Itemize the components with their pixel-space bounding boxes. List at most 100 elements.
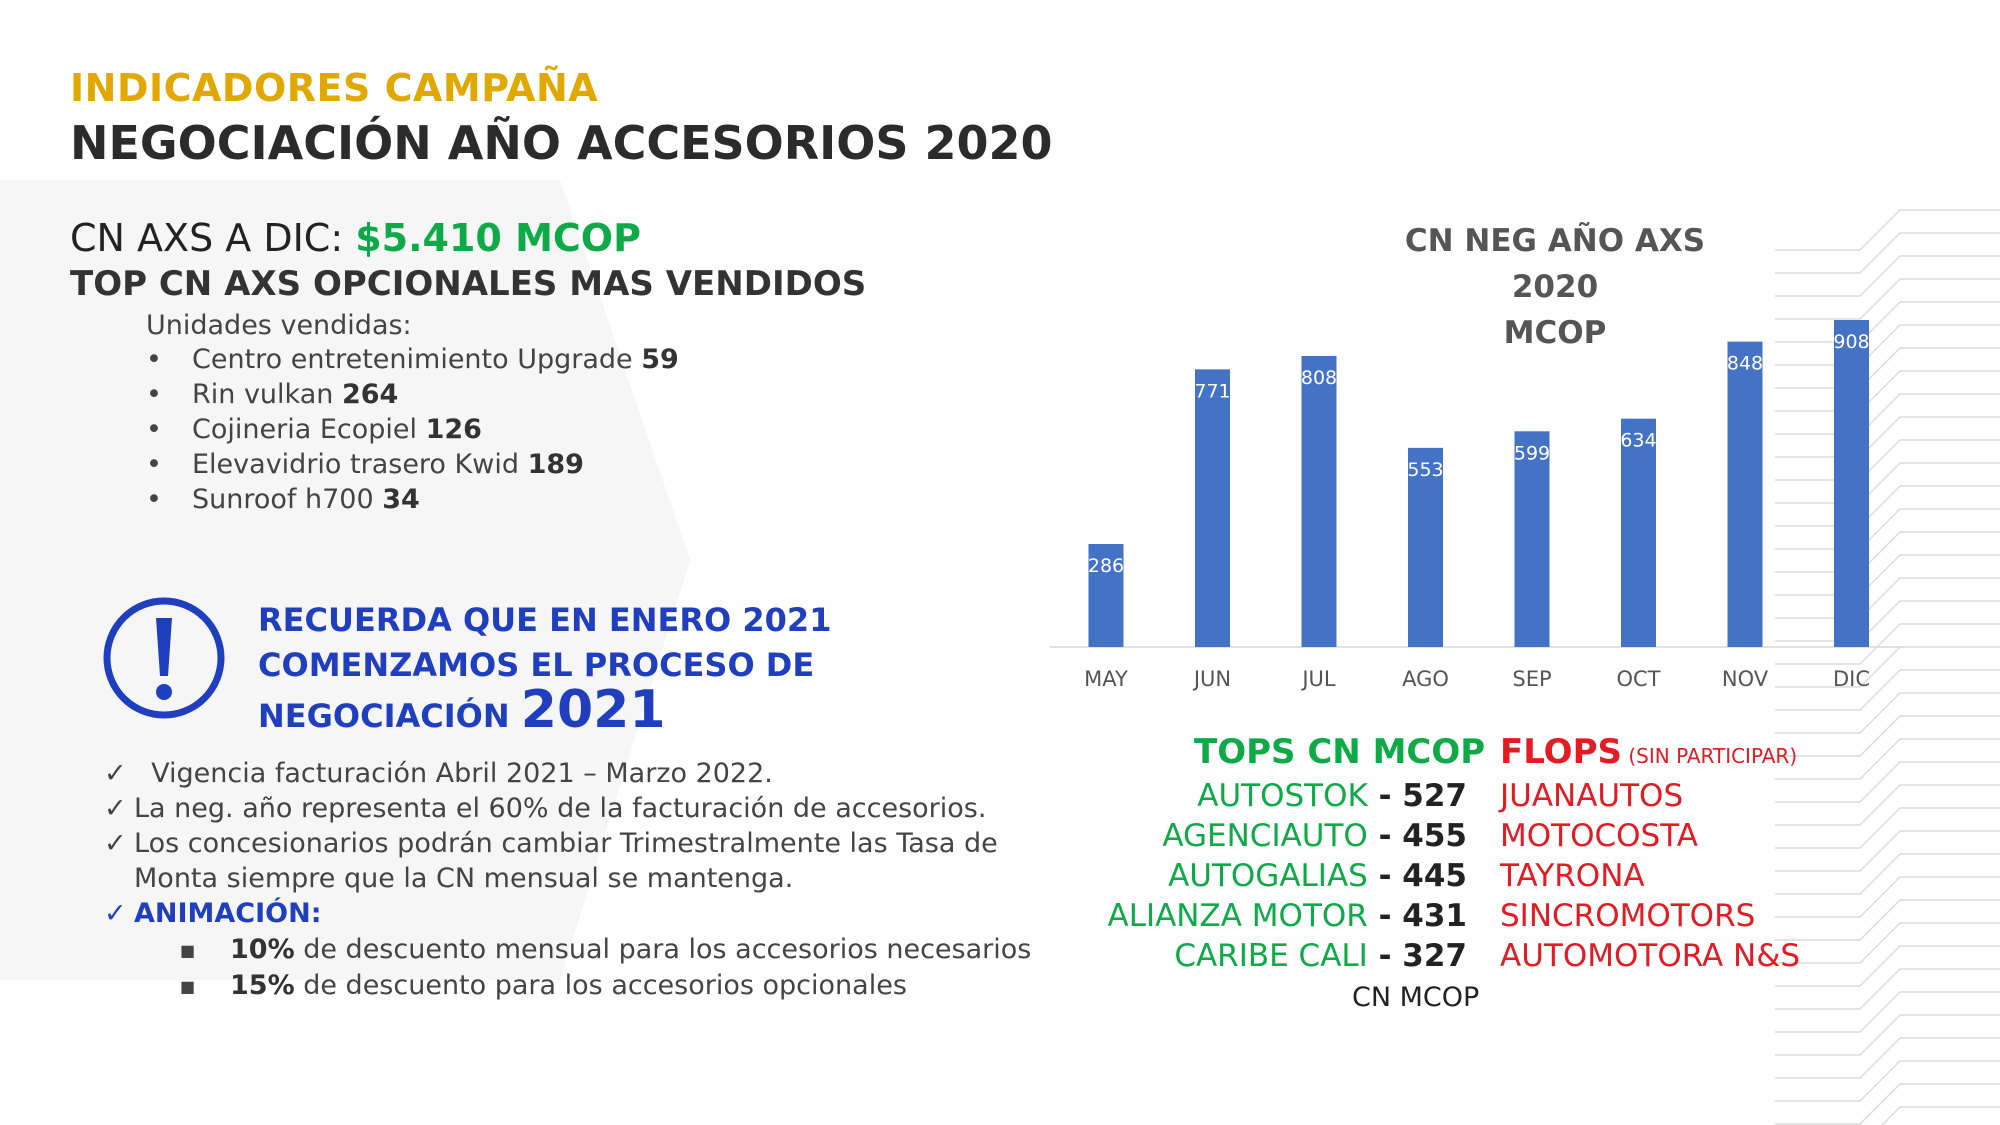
- pattern-line: [1775, 830, 2000, 872]
- list-item: • Rin vulkan 264: [140, 377, 679, 412]
- discount-text: de descuento mensual para los accesorios…: [294, 934, 1032, 965]
- pattern-line: [1775, 991, 2000, 1033]
- product-units: 59: [641, 344, 679, 375]
- pattern-line: [1775, 278, 2000, 320]
- discount-list: ■ 10% de descuento mensual para los acces…: [180, 932, 1031, 1004]
- pattern-line: [1775, 485, 2000, 527]
- check-text: Vigencia facturación Abril 2021 – Marzo …: [134, 758, 773, 789]
- product-units: 189: [527, 449, 584, 480]
- pattern-line: [1775, 853, 2000, 895]
- pattern-line: [1775, 1014, 2000, 1056]
- hexagon-shape: [0, 180, 690, 980]
- notice-line-1: RECUERDA QUE EN ENERO 2021: [258, 601, 832, 639]
- x-tick-label: JUN: [1192, 667, 1231, 691]
- pattern-line: [1775, 784, 2000, 826]
- list-item: ✓ Vigencia facturación Abril 2021 – Marz…: [104, 756, 998, 791]
- x-tick-label: NOV: [1722, 667, 1769, 691]
- pattern-line: [1775, 600, 2000, 642]
- check-list: ✓ Vigencia facturación Abril 2021 – Marz…: [104, 756, 998, 931]
- pattern-line: [1775, 692, 2000, 734]
- check-icon: ✓: [104, 898, 127, 929]
- square-bullet-icon: ■: [180, 941, 196, 960]
- dealer-name: AGENCIAUTO: [1162, 818, 1368, 854]
- pattern-line: [1775, 807, 2000, 849]
- dealer-name: AUTOSTOK: [1197, 778, 1368, 814]
- pattern-line: [1775, 416, 2000, 458]
- line-pattern-decoration: [1775, 209, 2000, 1125]
- list-item: CARIBE CALI - 327: [1107, 936, 1467, 976]
- bullet-icon: •: [146, 414, 162, 445]
- pattern-line: [1775, 531, 2000, 573]
- chart-subtitle-text: MCOP: [1503, 315, 1607, 351]
- list-item: ✓ Los concesionarios podrán cambiar Trime…: [104, 826, 998, 861]
- bar-chart: 286 MAY 771 JUN 808 JUL 553 AGO 599 SEP 634 OCT 848 N…: [1050, 320, 1904, 691]
- product-name: Elevavidrio trasero Kwid: [192, 449, 528, 480]
- dealer-value: - 527: [1367, 778, 1467, 814]
- pattern-line: [1775, 393, 2000, 435]
- pattern-line: [1775, 968, 2000, 1010]
- pattern-line: [1775, 209, 2000, 251]
- data-label: 808: [1301, 367, 1337, 389]
- data-label: 599: [1514, 442, 1550, 464]
- pattern-line: [1775, 899, 2000, 941]
- x-tick-label: AGO: [1402, 667, 1449, 691]
- dealer-value: - 431: [1367, 898, 1467, 934]
- top-products-title: TOP CN AXS OPCIONALES MAS VENDIDOS: [70, 264, 867, 304]
- flops-list: JUANAUTOS MOTOCOSTA TAYRONA SINCROMOTORS…: [1500, 776, 1800, 976]
- notice-year: 2021: [520, 680, 666, 740]
- pattern-line: [1775, 255, 2000, 297]
- x-tick-label: MAY: [1084, 667, 1128, 691]
- data-label: 848: [1727, 353, 1763, 375]
- square-bullet-icon: ■: [180, 977, 196, 996]
- bar-may: [1088, 544, 1124, 647]
- list-item: AUTOSTOK - 527: [1107, 776, 1467, 816]
- check-icon: ✓: [104, 828, 127, 859]
- list-item: • Sunroof h700 34: [140, 482, 679, 517]
- pattern-line: [1880, 1106, 2000, 1125]
- dealer-value: - 445: [1367, 858, 1467, 894]
- notice-line-2: COMENZAMOS EL PROCESO DE: [258, 646, 815, 684]
- dealer-name: AUTOGALIAS: [1168, 858, 1368, 894]
- list-item: ✓ ANIMACIÓN:: [104, 896, 998, 931]
- bar-jun: [1195, 369, 1230, 647]
- flops-title: FLOPS (SIN PARTICIPAR): [1500, 732, 1797, 772]
- data-label: 634: [1620, 430, 1656, 452]
- discount-pct: 15%: [230, 970, 295, 1001]
- chart-title-text: CN NEG AÑO AXS 2020: [1404, 223, 1706, 305]
- tops-list: AUTOSTOK - 527 AGENCIAUTO - 455 AUTOGALI…: [1107, 776, 1467, 976]
- rankings-footer: CN MCOP: [1352, 982, 1480, 1013]
- pattern-line: [1775, 347, 2000, 389]
- animacion-label: ANIMACIÓN:: [134, 898, 322, 929]
- units-label: Unidades vendidas:: [146, 310, 412, 341]
- check-icon: ✓: [104, 758, 127, 789]
- pattern-line: [1775, 324, 2000, 366]
- bar-sep: [1514, 431, 1550, 647]
- cn-total-value: $5.410 MCOP: [355, 216, 641, 260]
- list-item: TAYRONA: [1500, 858, 1645, 894]
- list-item: MOTOCOSTA: [1500, 818, 1698, 854]
- exclamation-circle-icon: [103, 597, 225, 719]
- pattern-line: [1775, 1083, 2000, 1125]
- pattern-line: [1775, 738, 2000, 780]
- bar-dic: [1834, 320, 1869, 647]
- list-item: AUTOMOTORA N&S: [1500, 938, 1801, 974]
- pattern-line: [1775, 1060, 2000, 1102]
- pattern-line: [1775, 439, 2000, 481]
- product-name: Rin vulkan: [192, 379, 342, 410]
- discount-text: de descuento para los accesorios opciona…: [294, 970, 907, 1001]
- notice-line-3-text: NEGOCIACIÓN: [258, 697, 521, 735]
- bar-jul: [1301, 356, 1337, 647]
- pattern-line: [1775, 301, 2000, 343]
- list-item: Monta siempre que la CN mensual se mante…: [104, 861, 998, 896]
- pattern-line: [1775, 945, 2000, 987]
- list-item: AUTOGALIAS - 445: [1107, 856, 1467, 896]
- list-item: ALIANZA MOTOR - 431: [1107, 896, 1467, 936]
- pattern-line: [1775, 623, 2000, 665]
- list-item: ■ 10% de descuento mensual para los acces…: [180, 932, 1031, 968]
- pattern-line: [1775, 922, 2000, 964]
- list-item: ✓ La neg. año representa el 60% de la fac…: [104, 791, 998, 826]
- bullet-icon: •: [146, 344, 162, 375]
- pattern-line: [1775, 462, 2000, 504]
- bullet-icon: •: [146, 379, 162, 410]
- check-text: Monta siempre que la CN mensual se mante…: [134, 863, 794, 894]
